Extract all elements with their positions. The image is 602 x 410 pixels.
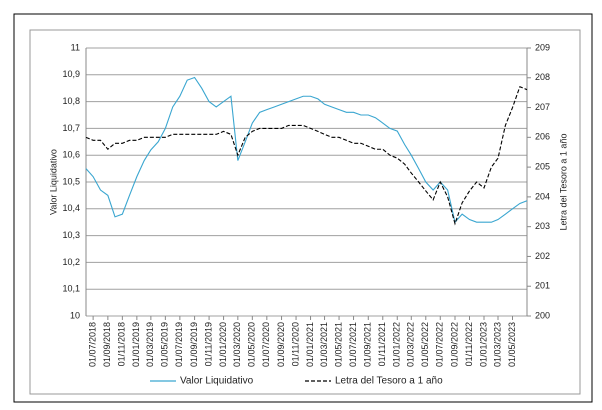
y2-tick-label: 200 — [535, 310, 550, 320]
x-tick-label: 01/01/2023 — [478, 322, 488, 367]
y2-tick-label: 208 — [535, 72, 550, 82]
x-tick-label: 01/11/2019 — [203, 322, 213, 366]
x-tick-label: 01/07/2019 — [174, 322, 184, 367]
x-tick-label: 01/07/2020 — [261, 322, 271, 367]
x-tick-label: 01/05/2021 — [333, 322, 343, 367]
y-tick-label: 10,2 — [62, 257, 80, 267]
x-tick-label: 01/07/2021 — [348, 322, 358, 367]
outer-frame — [13, 13, 593, 403]
x-tick-label: 01/05/2020 — [247, 322, 257, 367]
x-tick-label: 01/05/2019 — [160, 322, 170, 367]
x-tick-label: 01/07/2022 — [435, 322, 445, 367]
x-tick-label: 01/09/2021 — [363, 322, 373, 367]
x-tick-label: 01/01/2021 — [305, 322, 315, 367]
series-line — [85, 85, 528, 226]
y2-axis-label: Letra del Tesoro a 1 año — [558, 134, 568, 231]
y-tick-label: 10,7 — [62, 123, 80, 133]
x-tick-label: 01/11/2018 — [117, 322, 127, 366]
legend-label: Valor Liquidativo — [180, 376, 254, 387]
x-tick-label: 01/03/2020 — [232, 322, 242, 367]
y-tick-label: 10,3 — [62, 230, 80, 240]
y-tick-label: 10,9 — [62, 69, 80, 79]
y-tick-label: 10 — [70, 310, 80, 320]
y2-tick-label: 207 — [535, 102, 550, 112]
y-tick-label: 10,6 — [62, 150, 80, 160]
y-tick-label: 11 — [71, 42, 80, 52]
x-tick-label: 01/01/2019 — [131, 322, 141, 367]
x-tick-label: 01/09/2022 — [449, 322, 459, 367]
x-tick-label: 01/07/2018 — [88, 322, 98, 367]
x-tick-label: 01/01/2020 — [218, 322, 228, 367]
x-tick-label: 01/03/2019 — [145, 322, 155, 367]
y-axis-label: Valor Liquidativo — [48, 149, 58, 215]
x-tick-label: 01/11/2020 — [290, 322, 300, 366]
y2-tick-label: 201 — [535, 281, 550, 291]
x-tick-label: 01/03/2022 — [406, 322, 416, 367]
x-tick-label: 01/03/2023 — [492, 322, 502, 367]
x-tick-label: 01/09/2019 — [189, 322, 199, 367]
x-tick-label: 01/03/2021 — [319, 322, 329, 367]
x-tick-label: 01/11/2022 — [464, 322, 474, 366]
x-tick-label: 01/05/2022 — [420, 322, 430, 367]
y-tick-label: 10,5 — [62, 176, 80, 186]
y2-tick-label: 204 — [535, 191, 550, 201]
x-tick-label: 01/05/2023 — [507, 322, 517, 367]
series-line — [85, 76, 528, 224]
y2-tick-label: 203 — [535, 221, 550, 231]
y2-tick-label: 205 — [535, 161, 550, 171]
y-tick-label: 10,1 — [62, 284, 80, 294]
y-tick-label: 10,4 — [62, 203, 80, 213]
x-tick-label: 01/09/2020 — [276, 322, 286, 367]
y2-tick-label: 202 — [535, 251, 550, 261]
x-tick-label: 01/01/2022 — [392, 322, 402, 367]
y2-tick-label: 209 — [535, 42, 550, 52]
x-tick-label: 01/11/2021 — [377, 322, 387, 366]
y-tick-label: 10,8 — [62, 96, 80, 106]
chart-frame — [29, 29, 581, 395]
x-tick-label: 01/09/2018 — [102, 322, 112, 367]
y2-tick-label: 206 — [535, 132, 550, 142]
legend-label: Letra del Tesoro a 1 año — [335, 376, 443, 387]
